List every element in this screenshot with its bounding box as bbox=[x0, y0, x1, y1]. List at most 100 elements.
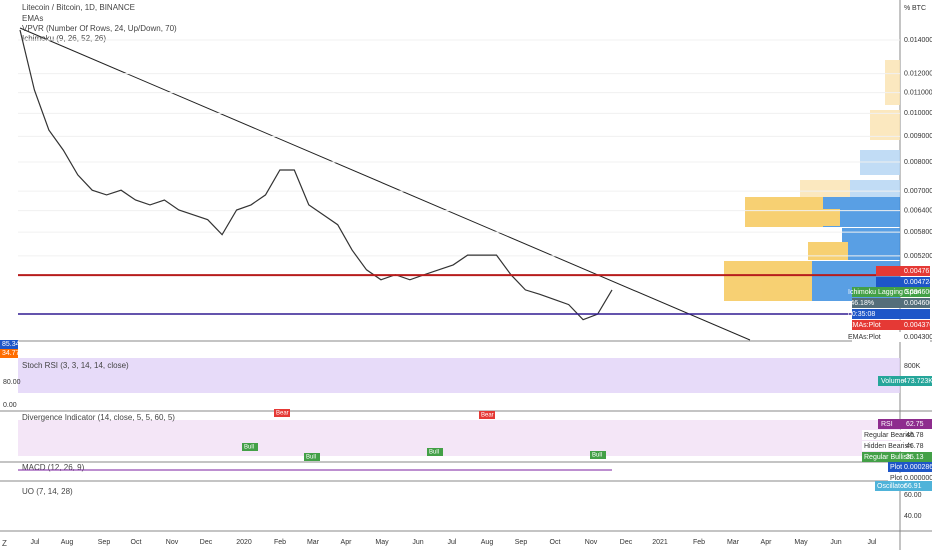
indicator-label: Ichimoku (9, 26, 52, 26) bbox=[22, 34, 106, 43]
x-tick-label: 2020 bbox=[236, 539, 252, 546]
price-tag bbox=[852, 298, 930, 308]
div-value: 46.78 bbox=[906, 432, 924, 439]
x-tick-label: Sep bbox=[515, 539, 528, 546]
div-name: Regular Bullish bbox=[864, 454, 911, 461]
y-tick-label: 0.012000 bbox=[904, 70, 932, 77]
volume-value: 473.723K bbox=[903, 378, 932, 385]
macd-tag bbox=[888, 462, 932, 472]
x-tick-label: Nov bbox=[166, 539, 179, 546]
tag-value: 0.004300 bbox=[904, 334, 932, 341]
div-tag bbox=[862, 441, 932, 451]
currency: BTC bbox=[912, 5, 926, 12]
div-tag bbox=[878, 419, 932, 429]
chart-title: Litecoin / Bitcoin, 1D, BINANCE bbox=[22, 3, 135, 12]
signal-label: Bear bbox=[481, 413, 494, 419]
x-tick-label: Oct bbox=[131, 539, 142, 546]
tag-name: -46.18% bbox=[848, 300, 874, 307]
tag-name: 00:35:08 bbox=[848, 311, 875, 318]
price-tag bbox=[852, 332, 930, 342]
div-value: 62.75 bbox=[906, 421, 924, 428]
y-tick-label: 800K bbox=[904, 363, 921, 370]
x-tick-label: Aug bbox=[61, 539, 74, 546]
x-tick-label: Feb bbox=[693, 539, 705, 546]
div-value: 46.78 bbox=[906, 443, 924, 450]
y-tick-label: 0.009000 bbox=[904, 133, 932, 140]
macd-tag bbox=[888, 473, 932, 483]
div-name: Regular Bearish bbox=[864, 432, 914, 439]
stoch-band bbox=[18, 358, 900, 393]
x-tick-label: Sep bbox=[98, 539, 111, 546]
price-tag bbox=[852, 309, 930, 319]
indicator-label: VPVR (Number Of Rows, 24, Up/Down, 70) bbox=[22, 24, 177, 33]
x-tick-label: Feb bbox=[274, 539, 286, 546]
tag-name: EMAs:Plot bbox=[848, 322, 881, 329]
price-tag bbox=[876, 266, 930, 276]
x-tick-label: Jul bbox=[868, 539, 877, 546]
tag-value: 0.004724 bbox=[904, 279, 932, 286]
tag-value: 0.004376 bbox=[904, 322, 932, 329]
d-tag bbox=[0, 349, 18, 358]
y-tick-label: 0.007000 bbox=[904, 188, 932, 195]
x-tick-label: Mar bbox=[307, 539, 320, 546]
x-tick-label: Mar bbox=[727, 539, 740, 546]
signal-label: Bull bbox=[592, 453, 602, 459]
div-name: Hidden Bearish bbox=[864, 443, 912, 450]
signal-box bbox=[427, 448, 443, 456]
tag-value: 0.004600 bbox=[904, 289, 932, 296]
tag-name: EMAs:Plot bbox=[848, 334, 881, 341]
y-tick-label: 0.00 bbox=[3, 402, 17, 409]
x-tick-label: Nov bbox=[585, 539, 598, 546]
uo-tag bbox=[875, 481, 932, 491]
y-tick-label: 80.00 bbox=[3, 379, 21, 386]
volume-name: Volume bbox=[881, 378, 904, 385]
d-value: 34.77 bbox=[2, 350, 20, 357]
tag-name: Ichimoku Lagging Span bbox=[848, 289, 921, 296]
x-tick-label: May bbox=[794, 539, 808, 546]
y-tick-label: 0.011000 bbox=[904, 89, 932, 96]
signal-box bbox=[304, 453, 320, 461]
div-name: RSI bbox=[881, 421, 893, 428]
scale-mark: % bbox=[904, 5, 910, 12]
y-tick-label: 0.005200 bbox=[904, 253, 932, 260]
div-tag bbox=[862, 430, 932, 440]
corner-label: Z bbox=[2, 539, 7, 548]
pane-label: Stoch RSI (3, 3, 14, 14, close) bbox=[22, 361, 129, 370]
signal-label: Bull bbox=[306, 455, 316, 461]
trend-line bbox=[19, 27, 751, 341]
price-tag bbox=[852, 320, 930, 330]
x-tick-label: Aug bbox=[481, 539, 494, 546]
tag-value: 0.004600 bbox=[904, 300, 932, 307]
signal-label: Bull bbox=[244, 445, 254, 451]
k-value: 85.34 bbox=[2, 341, 20, 348]
y-tick-label: 0.006400 bbox=[904, 207, 932, 214]
price-tag bbox=[876, 277, 930, 287]
pane-label: UO (7, 14, 28) bbox=[22, 487, 73, 496]
k-tag bbox=[0, 340, 18, 349]
x-tick-label: Apr bbox=[341, 539, 353, 546]
div-value: 35.13 bbox=[906, 454, 924, 461]
x-tick-label: Jul bbox=[31, 539, 40, 546]
tag-value: 0.004761 bbox=[904, 268, 932, 275]
macd-name: Plot bbox=[890, 464, 902, 471]
x-tick-label: Dec bbox=[200, 539, 213, 546]
x-tick-label: Apr bbox=[761, 539, 773, 546]
uo-name: Oscillator bbox=[877, 483, 907, 490]
signal-box bbox=[479, 411, 495, 419]
y-tick-label: 0.010000 bbox=[904, 110, 932, 117]
x-tick-label: 2021 bbox=[652, 539, 668, 546]
y-tick-label: 0.005800 bbox=[904, 229, 932, 236]
volume-tag bbox=[878, 376, 932, 386]
uo-value: 66.91 bbox=[904, 483, 922, 490]
macd-value: 0.000286 bbox=[904, 464, 932, 471]
x-tick-label: Dec bbox=[620, 539, 633, 546]
macd-name: Plot bbox=[890, 475, 902, 482]
price-tag bbox=[852, 287, 930, 297]
x-tick-label: May bbox=[375, 539, 389, 546]
signal-label: Bear bbox=[276, 411, 289, 417]
y-tick-label: 60.00 bbox=[904, 492, 922, 499]
macd-value: 0.000000 bbox=[904, 475, 932, 482]
x-tick-label: Jun bbox=[830, 539, 841, 546]
signal-box bbox=[274, 409, 290, 417]
y-tick-label: 0.014000 bbox=[904, 37, 932, 44]
